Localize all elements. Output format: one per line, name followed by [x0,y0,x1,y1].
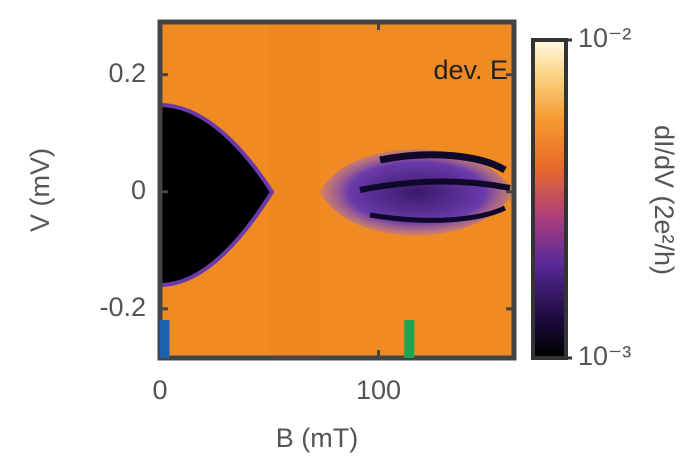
y-tick-label: 0.2 [108,58,146,88]
y-axis-label: V (mV) [25,148,55,232]
heatmap-image [160,22,514,358]
x-axis-label: B (mT) [276,423,358,453]
colorbar-tick-label: 10⁻² [578,23,631,53]
plot-frame [157,19,517,361]
annotation: dev. E [433,55,508,85]
colorbar [531,38,568,360]
y-tick-label: -0.2 [99,292,146,322]
colorbar-tick-label: 10⁻³ [578,341,631,371]
marker [159,320,170,358]
x-tick-label: 0 [152,375,167,405]
colorbar-label: dI/dV (2e²/h) [649,125,679,275]
x-tick-label: 100 [356,375,401,405]
y-tick-label: 0 [131,175,146,205]
marker [404,320,415,358]
